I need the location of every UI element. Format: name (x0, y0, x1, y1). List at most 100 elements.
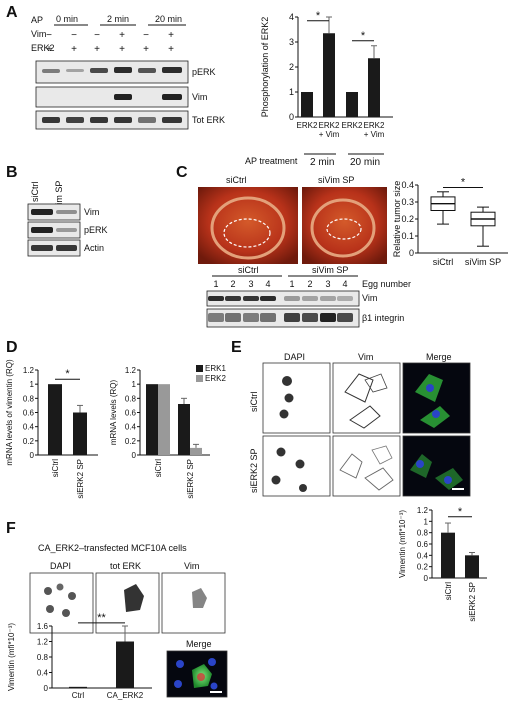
legend-label: ERK1 (205, 364, 226, 373)
y-tick-label: 0.3 (401, 197, 414, 207)
cell-outline (364, 467, 394, 491)
group-label-sivim: siVim SP (312, 265, 348, 275)
x-tick-label: ERK2 (319, 121, 340, 130)
chart-vimentin-mfi-f: 0 0.4 0.8 1.2 1.6 Vimentin (mfi*10⁻³) Ctrl CA_E… (7, 612, 152, 700)
cell-signal (124, 584, 144, 612)
band (225, 296, 241, 301)
panel-label-d: D (6, 339, 18, 356)
time-label-0: 0 min (56, 14, 78, 24)
significance-mark: ** (97, 612, 106, 624)
egg-number: 3 (248, 279, 253, 289)
blot-actin (27, 239, 81, 257)
y-tick-label: 0.8 (417, 529, 429, 538)
blot-label-actin: Actin (84, 243, 104, 253)
bar (69, 686, 87, 688)
band (208, 296, 224, 301)
vim-sign: − (143, 30, 149, 41)
band (284, 296, 300, 301)
vim-sign-row: − − − + − + (46, 30, 174, 41)
cell-signal (197, 673, 205, 681)
row-label-erk2: ERK2 (31, 43, 55, 53)
band (114, 117, 132, 123)
x-tick-label: siCtrl (154, 459, 163, 477)
row-label-sictrl: siCtrl (249, 392, 259, 413)
bar (465, 555, 479, 578)
band (337, 296, 353, 301)
band (138, 117, 156, 123)
bar (368, 58, 380, 117)
y-tick-label: 0.4 (125, 423, 137, 432)
nucleus (279, 409, 289, 419)
band (284, 313, 300, 322)
x-tick-label: siCtrl (433, 257, 454, 267)
panel-c-images: siCtrl siVim SP (198, 175, 387, 264)
y-tick-label: 0.6 (23, 409, 35, 418)
y-tick-label: 0 (409, 248, 414, 258)
band (31, 245, 53, 251)
band (42, 117, 60, 123)
y-axis-label: Vimentin (mfi*10⁻³) (398, 510, 407, 578)
legend-label: ERK2 (205, 374, 226, 383)
bar (301, 92, 313, 117)
row-label-ap: AP (31, 15, 43, 25)
nucleus (174, 680, 182, 688)
y-tick-label: 0.4 (417, 551, 429, 560)
tumor-outline (326, 218, 362, 240)
vim-sign: − (71, 30, 77, 41)
cell-outline (349, 405, 381, 429)
nucleus (176, 660, 184, 668)
x-tick-label: siCtrl (51, 459, 60, 477)
bar (190, 447, 202, 455)
y-tick-label: 0.4 (23, 423, 35, 432)
egg-image-sictrl (198, 187, 298, 264)
micrograph-dapi-sictrl (262, 362, 331, 434)
bar (146, 384, 158, 455)
y-tick-label: 0.2 (125, 437, 137, 446)
y-tick-label: 3 (289, 37, 294, 47)
nucleus (46, 605, 54, 613)
nucleus (295, 459, 305, 469)
x-tick-label: Ctrl (72, 691, 85, 700)
y-tick-label: 0.8 (37, 653, 49, 662)
nucleus (416, 460, 424, 468)
nucleus (210, 682, 218, 690)
erk2-sign-row: + + + + + + (46, 44, 174, 55)
chart-vimentin-mrna: 0 0.2 0.4 0.6 0.8 1 1.2 mRNA levels of vimentin… (5, 359, 98, 499)
tumor-outline (223, 218, 271, 248)
panel-label-a: A (6, 4, 18, 21)
band-set (208, 296, 353, 322)
blot-label-vim: Vim (84, 207, 99, 217)
panel-label-f: F (6, 520, 16, 537)
band (162, 94, 182, 100)
y-tick-label: 0 (289, 112, 294, 122)
band (56, 228, 77, 232)
y-axis-label: Relative tumor size (392, 181, 402, 258)
band (114, 94, 132, 100)
band (337, 313, 353, 322)
y-tick-label: 0.2 (23, 437, 35, 446)
bar (116, 641, 134, 688)
panel-a-blot: AP Vim ERK2 0 min 2 min 20 min − − − + − + + +… (31, 14, 225, 130)
panel-label-b: B (6, 164, 18, 181)
silicone-ring (210, 196, 286, 260)
band (56, 210, 77, 214)
nucleus (276, 447, 286, 457)
y-tick-label: 0.8 (23, 394, 35, 403)
y-tick-label: 1.6 (37, 622, 49, 631)
nucleus (444, 476, 452, 484)
merge-label: Merge (186, 639, 212, 649)
x-tick-label: ERK2 (364, 121, 385, 130)
blot-perk (35, 60, 189, 84)
blot-label-perk: pERK (192, 67, 216, 77)
erk2-sign: + (94, 44, 100, 55)
group-label-20min: 20 min (350, 157, 380, 168)
y-tick-label: 0 (424, 574, 429, 583)
egg-number: 2 (230, 279, 235, 289)
band (302, 313, 318, 322)
column-label-vim: Vim (358, 352, 373, 362)
y-tick-label: 0.6 (125, 409, 137, 418)
x-tick-label: + Vim (364, 130, 385, 139)
x-tick-label: siERK2 SP (76, 459, 85, 499)
cell-outline (344, 373, 374, 403)
band (260, 313, 276, 322)
